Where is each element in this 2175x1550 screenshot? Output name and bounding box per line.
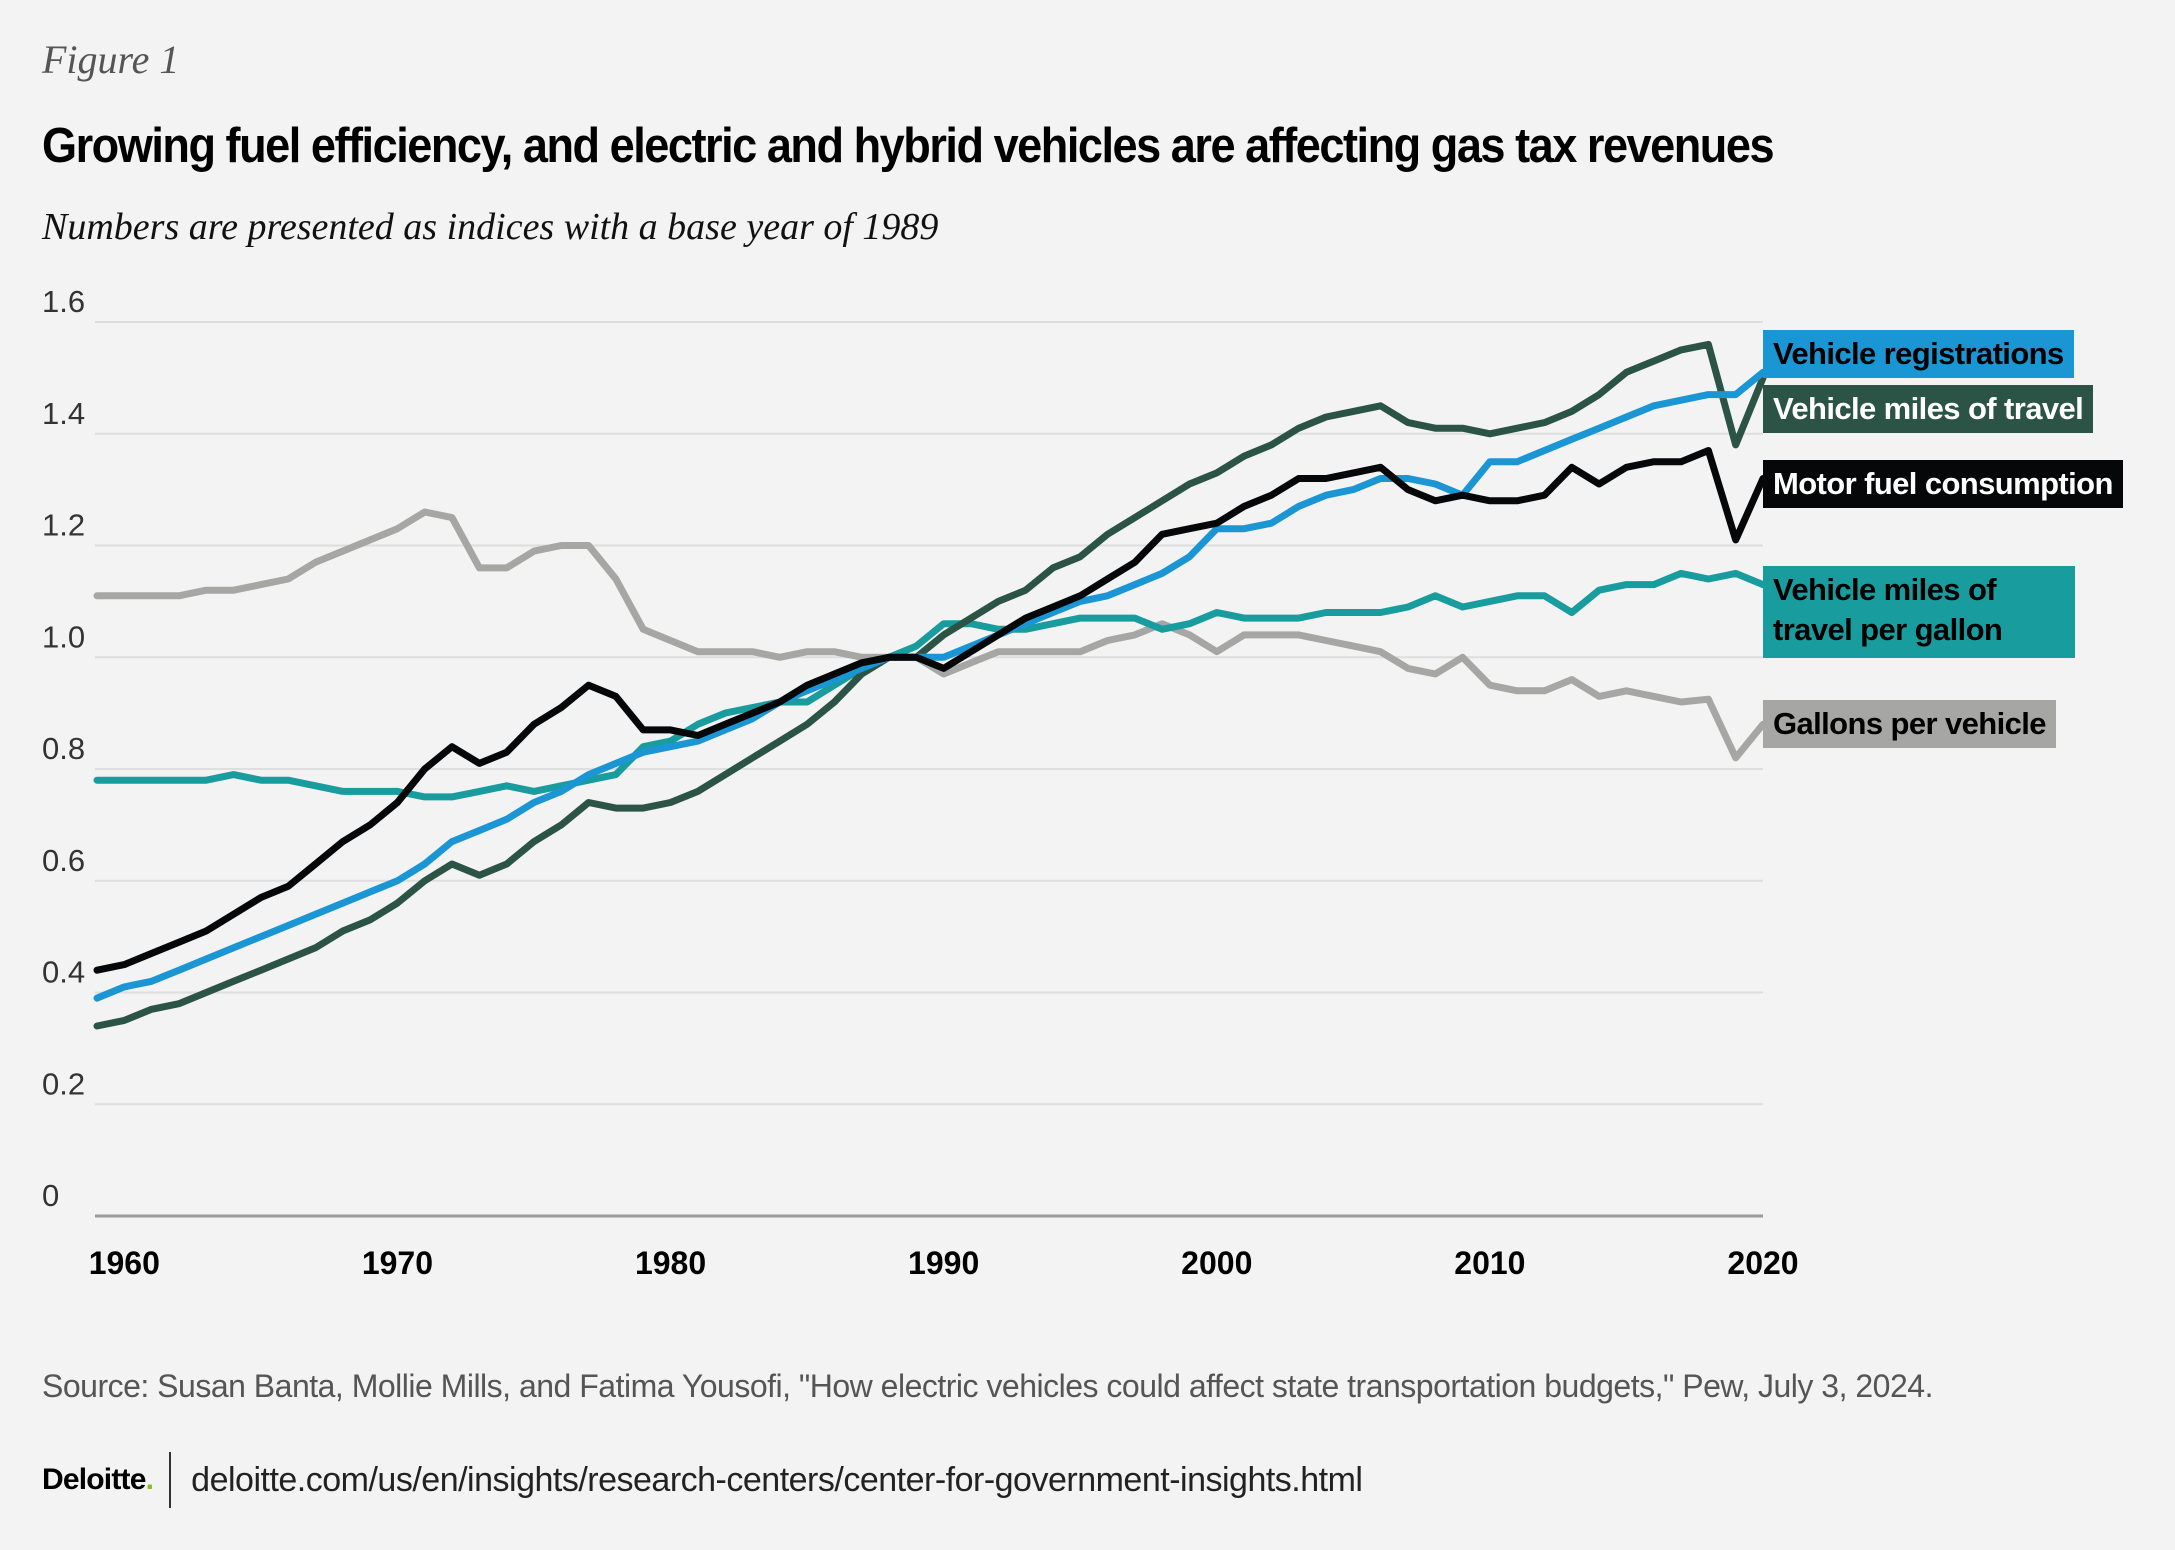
- legend-label-vehicle-miles-of-travel: Vehicle miles of travel: [1763, 385, 2094, 433]
- legend-label-vehicle-registrations: Vehicle registrations: [1763, 330, 2074, 378]
- y-tick-label: 0.2: [42, 1066, 85, 1101]
- y-tick-label: 0: [42, 1178, 59, 1213]
- footer-divider: [169, 1452, 172, 1508]
- legend-label-vehicle-miles-of-travel-per-gallon: Vehicle miles of travel per gallon: [1763, 566, 2075, 658]
- x-tick-label: 1960: [89, 1245, 160, 1281]
- x-tick-label: 1990: [908, 1245, 979, 1281]
- series-lines: [93, 340, 1767, 1030]
- x-tick-label: 2000: [1181, 1245, 1252, 1281]
- y-tick-label: 1.6: [42, 284, 85, 319]
- x-tick-label: 1980: [635, 1245, 706, 1281]
- source-note: Source: Susan Banta, Mollie Mills, and F…: [42, 1368, 1933, 1404]
- x-axis-ticks: 1960 1970 1980 1990 2000 2010 2020: [89, 1245, 1799, 1281]
- x-tick-label: 2020: [1727, 1245, 1798, 1281]
- y-tick-label: 1.4: [42, 396, 85, 431]
- line-chart: 00.20.40.60.81.01.21.41.6 1960 1970 1980 19…: [42, 284, 1799, 1281]
- y-tick-label: 1.2: [42, 508, 85, 543]
- legend-label-gallons-per-vehicle: Gallons per vehicle: [1763, 700, 2056, 748]
- series-line-motor-fuel-consumption: [93, 447, 1767, 974]
- y-tick-label: 0.8: [42, 731, 85, 766]
- series-line-vehicle-miles-of-travel: [93, 340, 1767, 1030]
- legend-label-motor-fuel-consumption: Motor fuel consumption: [1763, 460, 2123, 508]
- logo-dot: .: [145, 1463, 154, 1496]
- footer-url-link[interactable]: deloitte.com/us/en/insights/research-cen…: [191, 1460, 1363, 1499]
- y-tick-label: 0.6: [42, 843, 85, 878]
- x-tick-label: 2010: [1454, 1245, 1525, 1281]
- figure-label: Figure 1: [42, 37, 180, 82]
- y-tick-label: 1.0: [42, 619, 85, 654]
- chart-subtitle: Numbers are presented as indices with a …: [42, 206, 939, 248]
- x-tick-label: 1970: [362, 1245, 433, 1281]
- footer: Deloitte. deloitte.com/us/en/insights/re…: [42, 1450, 1363, 1510]
- chart-title: Growing fuel efficiency, and electric an…: [42, 119, 1775, 173]
- gridlines: [95, 321, 1763, 1218]
- deloitte-logo: Deloitte.: [42, 1463, 154, 1496]
- y-axis-ticks: 0 0.2 0.4 0.6 0.8 1.0 1.2 1.4 1.6: [42, 284, 85, 1213]
- series-line-vehicle-registrations: [93, 368, 1767, 1002]
- y-tick-label: 0.4: [42, 955, 85, 990]
- series-line-vehicle-miles-of-travel-per-gallon: [93, 569, 1767, 801]
